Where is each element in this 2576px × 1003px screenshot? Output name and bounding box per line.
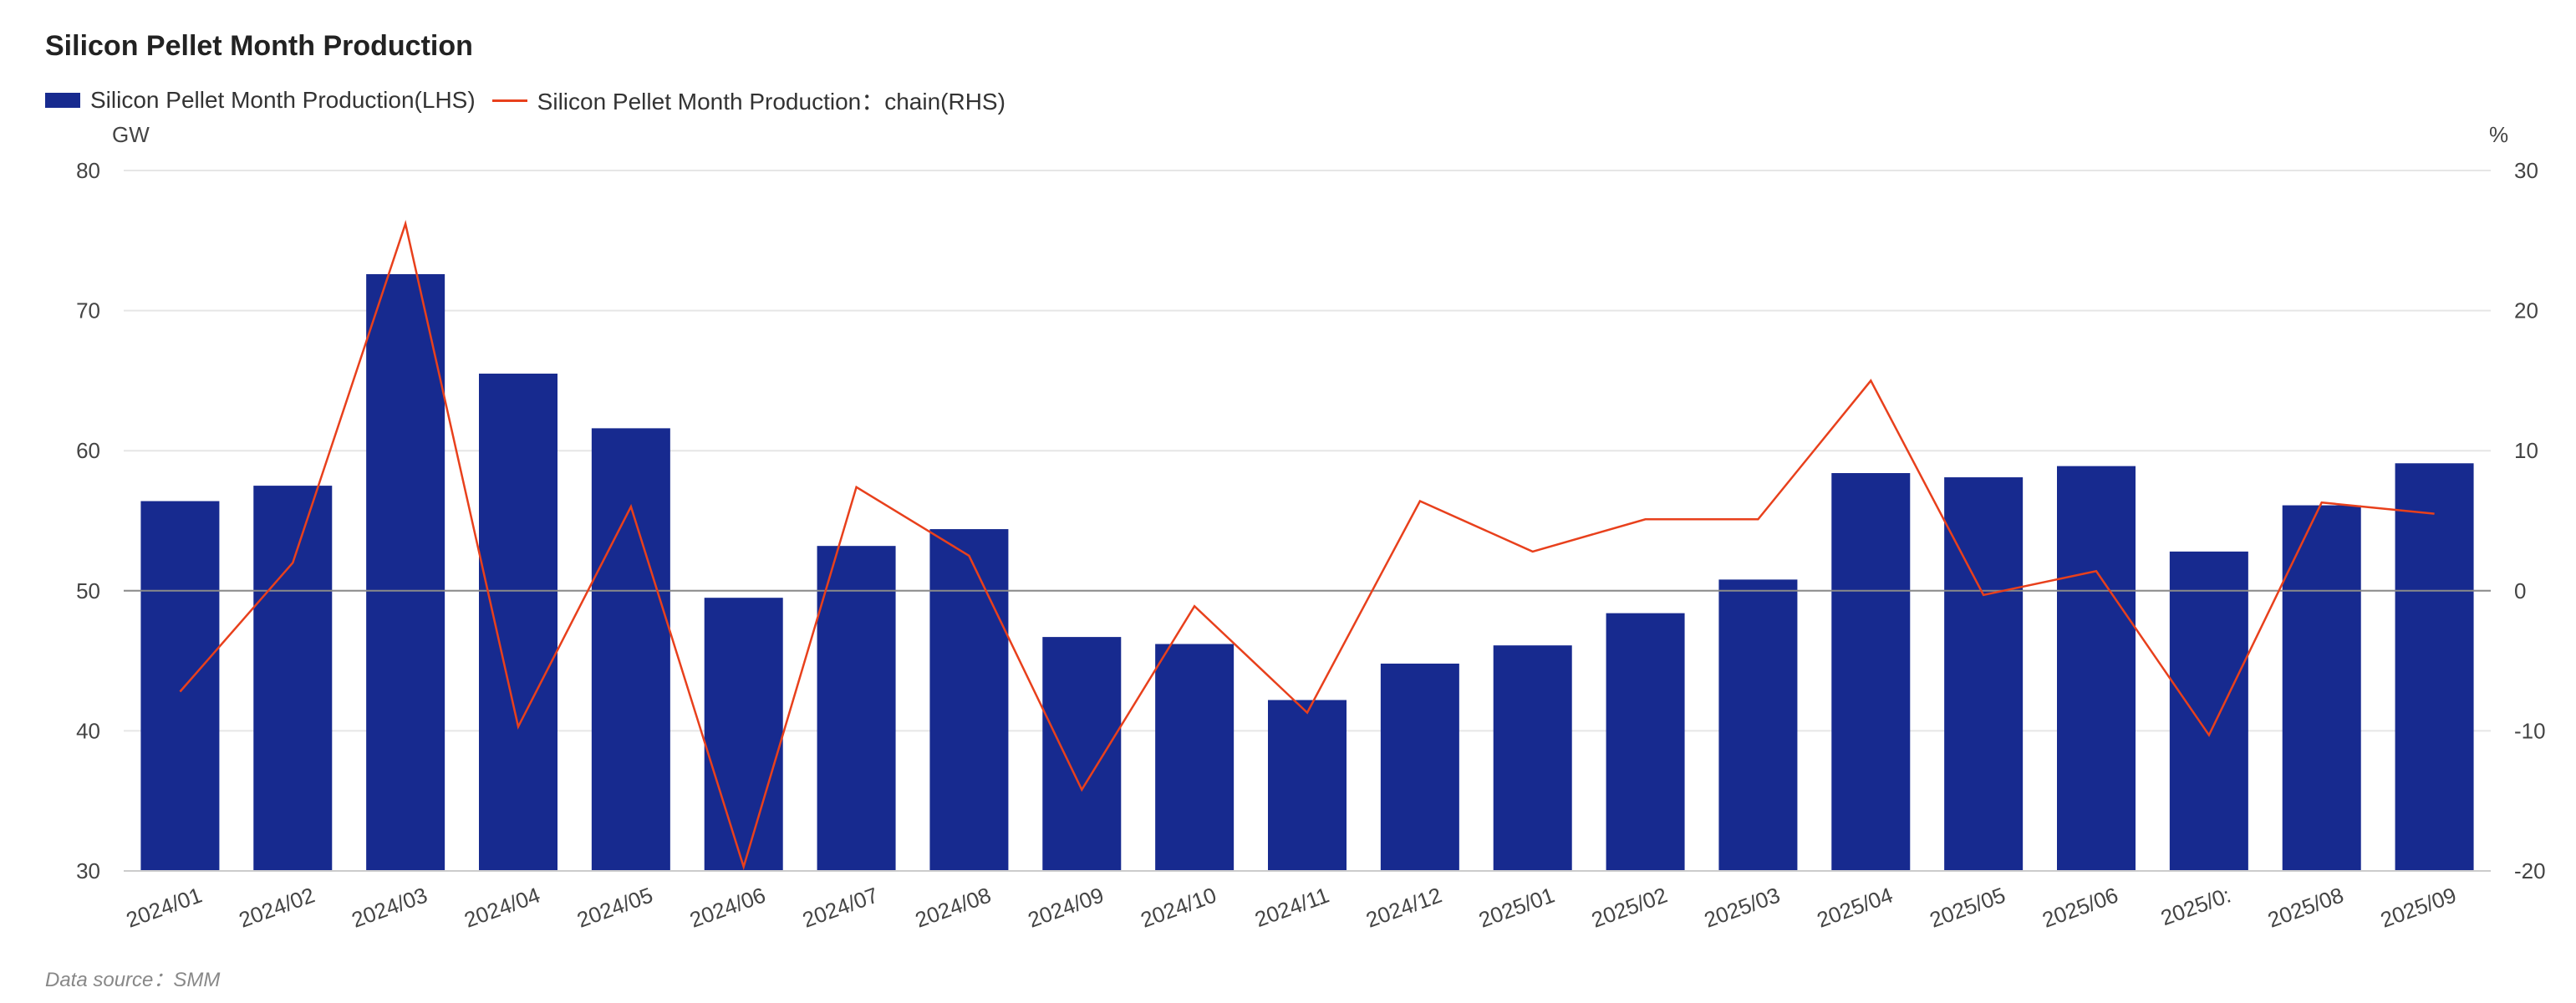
- x-tick-label: 2025/09: [2377, 882, 2460, 932]
- x-tick-label: 2024/05: [573, 882, 656, 932]
- legend-item-line[interactable]: Silicon Pellet Month Production：chain(RH…: [491, 84, 1005, 117]
- bar: [1155, 644, 1235, 871]
- bar: [1944, 477, 2024, 871]
- x-tick-label: 2024/06: [686, 882, 769, 932]
- bar: [2395, 463, 2474, 871]
- bar: [2282, 505, 2361, 871]
- bar: [1606, 613, 1685, 871]
- y-tick-left: 80: [76, 158, 100, 183]
- y-tick-right: -20: [2514, 858, 2546, 883]
- x-tick-label: 2025/01: [1475, 882, 1558, 932]
- x-tick-label: 2024/03: [349, 882, 431, 932]
- bar: [704, 598, 783, 871]
- x-tick-label: 2024/04: [461, 882, 543, 932]
- legend: Silicon Pellet Month Production(LHS) Sil…: [45, 84, 1022, 117]
- bar: [929, 529, 1009, 871]
- y-tick-right: 10: [2514, 438, 2538, 463]
- y-tick-right: 20: [2514, 298, 2538, 323]
- legend-bar-swatch: [45, 93, 80, 108]
- x-tick-label: 2024/08: [912, 882, 995, 932]
- line-series: [179, 220, 2435, 871]
- legend-line-swatch: [491, 99, 527, 102]
- bar: [591, 428, 670, 871]
- x-tick-label: 2024/01: [123, 882, 206, 932]
- legend-line-label: Silicon Pellet Month Production：chain(RH…: [537, 89, 1005, 115]
- bar: [479, 374, 557, 871]
- y-tick-right: 0: [2514, 578, 2526, 603]
- chart-title: Silicon Pellet Month Production: [45, 30, 473, 62]
- y-tick-right: -10: [2514, 718, 2546, 743]
- x-tick-label: 2025/02: [1588, 882, 1671, 932]
- bar: [253, 486, 333, 871]
- y-tick-left: 50: [76, 578, 100, 603]
- x-tick-label: 2025/06: [2039, 882, 2121, 932]
- y-tick-left: 70: [76, 298, 100, 323]
- bar: [1831, 473, 1911, 871]
- bar: [366, 274, 445, 871]
- legend-bar-label: Silicon Pellet Month Production(LHS): [90, 87, 476, 113]
- bar: [2057, 466, 2136, 871]
- x-tick-label: 2024/10: [1138, 882, 1220, 932]
- x-tick-label: 2025/08: [2264, 882, 2347, 932]
- y-axis-label-left: GW: [112, 122, 150, 147]
- y-tick-left: 40: [76, 718, 100, 743]
- x-tick-label: 2025/0:: [2157, 882, 2234, 930]
- x-tick-label: 2024/11: [1251, 882, 1332, 932]
- bar: [817, 546, 896, 871]
- x-tick-label: 2025/04: [1814, 882, 1896, 932]
- bar: [1718, 579, 1798, 871]
- y-tick-left: 60: [76, 438, 100, 463]
- y-axis-label-right: %: [2489, 122, 2508, 147]
- x-tick-label: 2025/05: [1927, 882, 2009, 932]
- x-tick-label: 2025/03: [1701, 882, 1784, 932]
- bar: [2169, 551, 2248, 871]
- y-tick-right: 30: [2514, 158, 2538, 183]
- x-tick-label: 2024/12: [1362, 882, 1445, 932]
- x-tick-label: 2024/07: [799, 882, 882, 932]
- y-tick-left: 30: [76, 858, 100, 883]
- bar: [1268, 700, 1347, 871]
- bar: [140, 501, 220, 871]
- data-source: Data source：SMM: [45, 969, 221, 991]
- bar: [1380, 663, 1459, 871]
- legend-item-bar[interactable]: Silicon Pellet Month Production(LHS): [45, 87, 476, 114]
- bar: [1042, 637, 1122, 871]
- x-tick-label: 2024/02: [236, 882, 318, 932]
- bar: [1493, 645, 1572, 871]
- x-tick-label: 2024/09: [1025, 882, 1107, 932]
